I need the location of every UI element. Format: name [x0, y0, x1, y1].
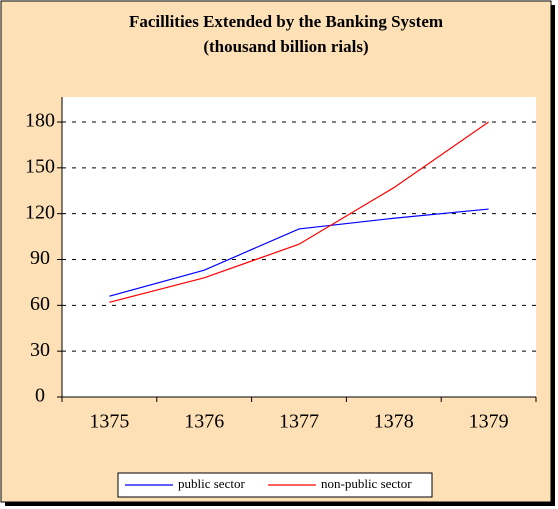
- legend-label: non-public sector: [321, 476, 412, 491]
- y-tick-label: 30: [30, 339, 50, 361]
- y-tick-label: 0: [35, 385, 45, 407]
- legend-label: public sector: [178, 476, 245, 491]
- y-tick-label: 150: [25, 155, 55, 177]
- series-line: [109, 208, 489, 297]
- chart-subtitle: (thousand billion rials): [203, 37, 368, 56]
- y-tick-label: 180: [25, 110, 55, 132]
- y-tick-label: 90: [30, 247, 50, 269]
- x-tick-label: 1379: [469, 411, 509, 433]
- y-tick-label: 60: [30, 293, 50, 315]
- series-line: [109, 121, 489, 303]
- plot-area: [62, 97, 536, 397]
- chart-title: Facillities Extended by the Banking Syst…: [129, 12, 443, 31]
- x-tick-label: 1375: [89, 411, 129, 433]
- x-tick-label: 1376: [184, 411, 224, 433]
- y-tick-label: 120: [25, 201, 55, 223]
- x-tick-label: 1377: [279, 411, 319, 433]
- x-tick-label: 1378: [374, 411, 414, 433]
